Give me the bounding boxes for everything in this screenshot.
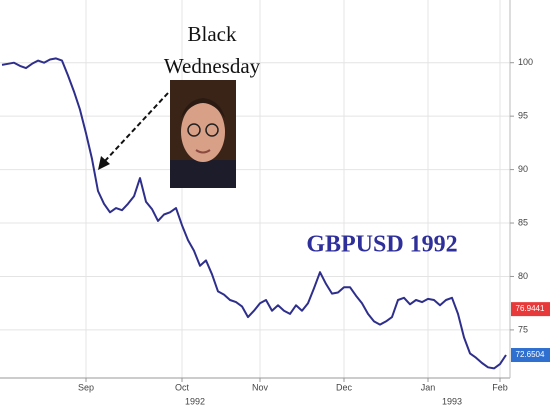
- x-tick-label: Jan: [421, 382, 436, 392]
- x-tick-label: Nov: [252, 382, 269, 392]
- series-line: [1, 57, 507, 370]
- price-badge-label: 76.9441: [516, 304, 545, 313]
- photo: [170, 80, 236, 188]
- grid: [0, 0, 510, 378]
- y-tick-label: 85: [518, 217, 528, 227]
- annotation: Black: [188, 22, 237, 46]
- year-label: 1993: [442, 396, 462, 406]
- price-badge: [511, 302, 550, 317]
- chart-title: GBPUSD 1992: [306, 232, 457, 258]
- x-tick-label: Dec: [336, 382, 353, 392]
- y-tick-label: 100: [518, 57, 533, 67]
- y-tick-label: 75: [518, 324, 528, 334]
- arrow-head: [98, 156, 110, 170]
- year-label: 1992: [185, 396, 205, 406]
- price-badge: [511, 348, 550, 363]
- x-tick-label: Oct: [175, 382, 190, 392]
- y-tick-label: 95: [518, 111, 528, 121]
- annotation: Wednesday: [164, 54, 261, 78]
- price-badge-label: 72.6504: [516, 350, 545, 359]
- x-tick-label: Feb: [492, 382, 508, 392]
- x-tick-label: Sep: [78, 382, 94, 392]
- y-tick-label: 90: [518, 164, 528, 174]
- y-tick-label: 80: [518, 271, 528, 281]
